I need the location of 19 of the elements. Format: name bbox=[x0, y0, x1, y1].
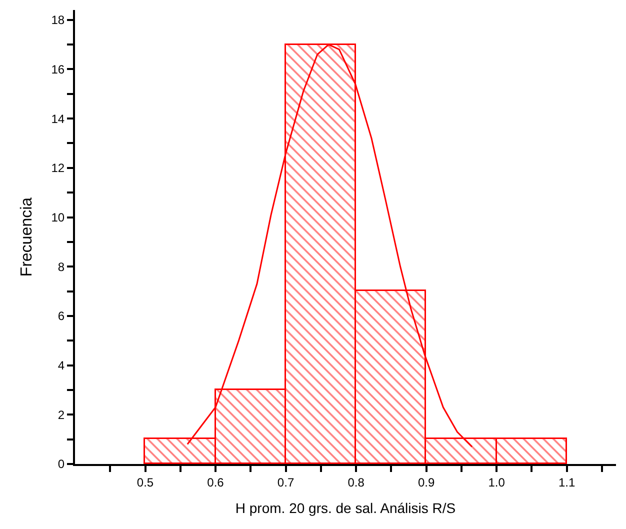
y-tick-label: 6 bbox=[58, 309, 65, 324]
y-tick-label: 18 bbox=[51, 13, 65, 28]
x-tick-label: 0.8 bbox=[348, 475, 365, 490]
y-tick-label: 10 bbox=[51, 210, 65, 224]
y-axis-title: Frecuencia bbox=[18, 197, 36, 277]
y-tick-label: 12 bbox=[51, 161, 65, 176]
x-tick-label: 1.1 bbox=[558, 475, 576, 490]
y-tick-label: 14 bbox=[51, 112, 65, 126]
y-tick-label: 8 bbox=[58, 260, 65, 274]
x-tick-label: 1.0 bbox=[488, 475, 506, 490]
x-tick-label: 0.7 bbox=[277, 475, 294, 490]
y-tick-label: 0 bbox=[58, 457, 65, 472]
x-tick-label: 0.6 bbox=[207, 475, 224, 490]
y-tick-label: 4 bbox=[58, 358, 65, 372]
x-tick-label: 0.9 bbox=[418, 475, 435, 490]
x-tick-label: 0.5 bbox=[136, 475, 154, 490]
x-axis-title: H prom. 20 grs. de sal. Análisis R/S bbox=[235, 500, 456, 516]
y-tick-label: 16 bbox=[51, 62, 65, 76]
y-tick-label: 2 bbox=[58, 408, 65, 422]
